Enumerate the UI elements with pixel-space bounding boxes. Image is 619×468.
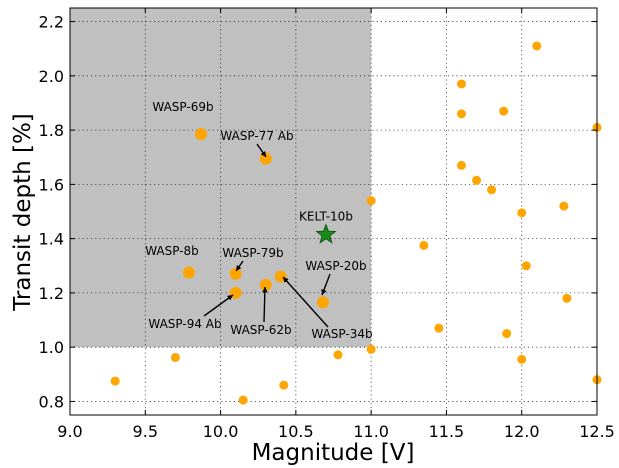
point-annotation-label: WASP-8b bbox=[145, 244, 199, 258]
x-tick-label: 11.5 bbox=[429, 422, 465, 441]
x-tick-label: 11.0 bbox=[353, 422, 389, 441]
data-point bbox=[456, 109, 466, 119]
annotation-arrow-head bbox=[227, 295, 233, 301]
shaded-region-layer bbox=[70, 8, 372, 348]
point-annotation-label: WASP-34b bbox=[311, 327, 372, 341]
y-tick-label: 1.0 bbox=[39, 338, 64, 357]
data-point bbox=[110, 376, 120, 386]
labeled-data-point bbox=[194, 128, 207, 141]
x-axis-label: Magnitude [V] bbox=[252, 440, 415, 466]
point-annotation-label: WASP-62b bbox=[230, 323, 291, 337]
data-point bbox=[487, 185, 497, 195]
data-point bbox=[419, 240, 429, 250]
data-point bbox=[456, 160, 466, 170]
point-annotation-label: WASP-94 Ab bbox=[148, 317, 221, 331]
point-annotation-label: WASP-69b bbox=[152, 100, 213, 114]
annotation-arrow-head bbox=[283, 277, 289, 283]
data-point bbox=[499, 106, 509, 116]
plot-frame bbox=[69, 7, 598, 416]
y-axis-label: Transit depth [%] bbox=[10, 113, 36, 312]
data-point bbox=[532, 41, 542, 51]
data-point bbox=[170, 352, 180, 362]
data-point bbox=[502, 329, 512, 339]
y-tick-label: 1.2 bbox=[39, 284, 64, 303]
x-tick-label: 9.5 bbox=[133, 422, 158, 441]
labeled-data-point bbox=[259, 278, 272, 291]
highlight-annotation-label: KELT-10b bbox=[299, 210, 353, 224]
point-annotation-label: WASP-77 Ab bbox=[220, 129, 293, 143]
x-tick-label: 12.5 bbox=[579, 422, 615, 441]
highlight-star-marker bbox=[315, 223, 337, 244]
data-point bbox=[279, 380, 289, 390]
labeled-data-point bbox=[229, 267, 242, 280]
data-point bbox=[517, 208, 527, 218]
data-point bbox=[366, 196, 376, 206]
labeled-data-point bbox=[182, 266, 195, 279]
data-point bbox=[521, 261, 531, 271]
annotation-arrow-head bbox=[260, 151, 266, 157]
y-tick-label: 0.8 bbox=[39, 392, 64, 411]
data-point bbox=[562, 293, 572, 303]
points-layer bbox=[110, 41, 602, 405]
x-tick-label: 10.0 bbox=[203, 422, 239, 441]
y-tick-layer: 0.8 1.0 1.2 1.4 1.6 1.8 2.0 2.2 bbox=[39, 13, 597, 411]
x-tick-label: 9.0 bbox=[57, 422, 82, 441]
y-tick-label: 1.4 bbox=[39, 230, 64, 249]
x-tick-layer: 9.0 9.5 10.0 10.5 11.0 11.5 12.0 12.5 bbox=[57, 8, 615, 441]
annotation-arrow-head bbox=[321, 289, 327, 295]
data-point bbox=[559, 201, 569, 211]
point-annotation-label: WASP-79b bbox=[222, 246, 283, 260]
annotation-arrow-line bbox=[263, 286, 266, 323]
annotation-arrow-head bbox=[236, 265, 242, 271]
labeled-data-point bbox=[316, 296, 329, 309]
annotation-arrow-head bbox=[262, 287, 268, 293]
point-annotation-label: WASP-20b bbox=[305, 259, 366, 273]
data-point bbox=[238, 395, 248, 405]
data-point bbox=[472, 175, 482, 185]
annotation-arrow-line bbox=[203, 294, 234, 317]
data-point bbox=[434, 323, 444, 333]
annotation-layer: WASP-69b WASP-77 Ab WASP-8b WASP-79b WASP-94… bbox=[145, 100, 372, 341]
y-tick-label: 2.0 bbox=[39, 67, 64, 86]
x-tick-label: 10.5 bbox=[278, 422, 314, 441]
data-point bbox=[456, 79, 466, 89]
data-point bbox=[366, 344, 376, 354]
data-point bbox=[333, 350, 343, 360]
y-tick-label: 1.6 bbox=[39, 175, 64, 194]
annotation-arrow-line bbox=[282, 276, 329, 328]
shaded-region bbox=[70, 8, 372, 348]
y-tick-label: 2.2 bbox=[39, 13, 64, 32]
data-point bbox=[517, 354, 527, 364]
x-tick-label: 12.0 bbox=[504, 422, 540, 441]
y-tick-label: 1.8 bbox=[39, 121, 64, 140]
labeled-data-point bbox=[259, 152, 272, 165]
